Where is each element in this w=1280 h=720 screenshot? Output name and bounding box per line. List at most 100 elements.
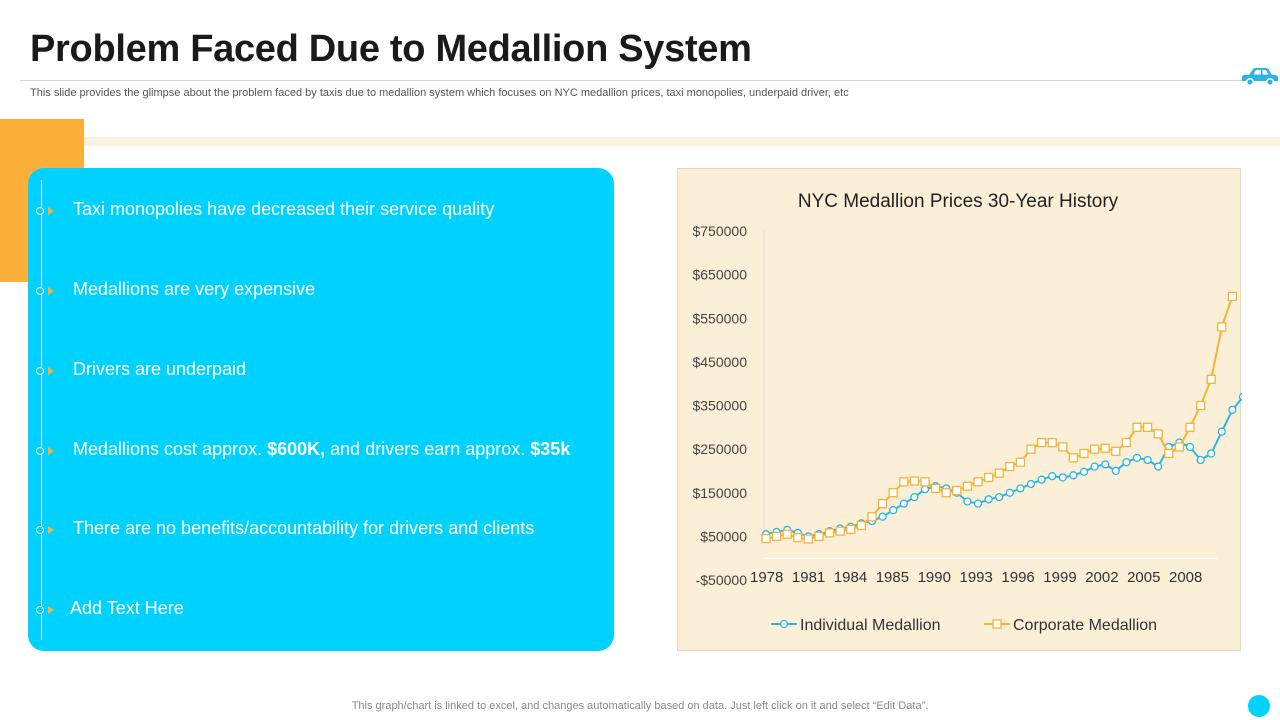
y-tick-label: $350000 bbox=[692, 398, 747, 414]
bullet-text: There are no benefits/accountability for… bbox=[73, 518, 535, 538]
data-point-individual bbox=[1122, 458, 1131, 467]
x-axis: 1978 1981 1984 1985 1990 1993 1996 1999 2002 2005… bbox=[750, 557, 1218, 586]
data-point-corporate bbox=[1217, 322, 1227, 332]
timeline-dot bbox=[36, 367, 44, 375]
timeline-dot bbox=[36, 447, 44, 455]
x-tick-label: 1999 bbox=[1043, 569, 1076, 586]
data-point-corporate bbox=[1142, 422, 1153, 432]
x-tick-label: 1978 bbox=[750, 569, 783, 586]
data-point-corporate bbox=[771, 531, 782, 542]
data-point-individual bbox=[1090, 462, 1099, 471]
bullet-text: Medallions cost approx. $600K, and drive… bbox=[73, 439, 570, 460]
car-icon bbox=[1242, 68, 1278, 86]
data-point-individual bbox=[973, 499, 983, 508]
data-point-corporate bbox=[846, 524, 856, 535]
triangle-right-icon bbox=[48, 367, 54, 375]
bullet-item: Medallions are very expensive bbox=[28, 279, 608, 309]
legend: Individual Medallion Corporate Medallion bbox=[771, 617, 1157, 634]
data-point-individual bbox=[1154, 462, 1163, 471]
bullet-text-part: and drivers earn approx. bbox=[325, 439, 531, 459]
data-point-corporate bbox=[1047, 437, 1057, 448]
series-line-corporate bbox=[765, 296, 1234, 541]
x-tick-label: 2002 bbox=[1085, 569, 1118, 586]
y-tick-label: $250000 bbox=[692, 441, 747, 457]
medallion-price-chart[interactable]: NYC Medallion Prices 30-Year History -$5… bbox=[677, 168, 1242, 651]
plot-area bbox=[761, 291, 1242, 544]
x-tick-label: 1993 bbox=[960, 569, 993, 586]
data-point-corporate bbox=[1227, 291, 1238, 302]
data-point-corporate bbox=[782, 529, 792, 539]
bullet-text: Drivers are underpaid bbox=[73, 359, 247, 379]
data-point-corporate bbox=[835, 526, 845, 536]
triangle-right-icon bbox=[48, 606, 54, 614]
y-axis: -$50000 $50000 $150000 $250000 $350000 $45000… bbox=[692, 223, 765, 588]
legend-label-corporate: Corporate Medallion bbox=[1013, 617, 1157, 634]
data-point-corporate bbox=[952, 485, 962, 496]
timeline-dot bbox=[36, 526, 44, 534]
data-point-corporate bbox=[973, 477, 983, 487]
data-point-corporate bbox=[814, 531, 824, 542]
data-point-corporate bbox=[1079, 448, 1089, 459]
data-point-corporate bbox=[899, 477, 909, 487]
highlight-medallion-cost: $600K, bbox=[267, 439, 326, 459]
data-point-corporate bbox=[1026, 444, 1036, 454]
data-point-corporate bbox=[1111, 446, 1121, 456]
data-point-corporate bbox=[1195, 400, 1206, 411]
bullet-item: Medallions cost approx. $600K, and drive… bbox=[28, 439, 608, 469]
data-point-corporate bbox=[793, 533, 803, 543]
data-point-corporate bbox=[930, 483, 941, 494]
data-point-corporate bbox=[994, 468, 1004, 478]
triangle-right-icon bbox=[48, 207, 54, 215]
data-point-corporate bbox=[1015, 457, 1026, 467]
decorative-stripe bbox=[84, 137, 1280, 146]
timeline-dot bbox=[36, 287, 44, 295]
x-tick-label: 1990 bbox=[918, 569, 951, 586]
data-point-individual bbox=[1132, 453, 1142, 463]
timeline-line bbox=[41, 180, 42, 640]
data-point-corporate bbox=[1153, 429, 1163, 439]
data-point-corporate bbox=[803, 534, 814, 544]
y-tick-label: $450000 bbox=[692, 354, 747, 370]
title-divider bbox=[20, 80, 1245, 81]
bullet-text: Taxi monopolies have decreased their ser… bbox=[73, 199, 495, 219]
data-point-corporate bbox=[920, 477, 930, 487]
data-point-individual bbox=[1048, 472, 1057, 481]
data-point-individual bbox=[1143, 455, 1152, 465]
y-tick-label: $550000 bbox=[692, 310, 747, 326]
data-point-individual bbox=[1037, 475, 1046, 484]
bullet-text: Medallions are very expensive bbox=[73, 279, 316, 299]
data-point-individual bbox=[1026, 479, 1036, 489]
data-point-corporate bbox=[888, 488, 898, 498]
data-point-corporate bbox=[1058, 442, 1068, 452]
data-point-corporate bbox=[1164, 448, 1174, 459]
timeline-dot bbox=[36, 606, 44, 614]
data-point-individual bbox=[984, 495, 993, 504]
data-point-individual bbox=[920, 485, 930, 494]
data-point-corporate bbox=[867, 512, 877, 522]
x-tick-label: 1985 bbox=[876, 569, 909, 586]
data-point-individual bbox=[1101, 460, 1110, 469]
data-point-individual bbox=[1207, 449, 1216, 458]
data-point-individual bbox=[1238, 392, 1242, 401]
bullet-item: Drivers are underpaid bbox=[28, 359, 608, 389]
data-point-corporate bbox=[856, 520, 867, 531]
y-tick-label: $150000 bbox=[692, 485, 747, 501]
footer-note: This graph/chart is linked to excel, and… bbox=[351, 700, 929, 712]
x-tick-label: 2005 bbox=[1127, 569, 1160, 586]
bullet-item: Add Text Here bbox=[28, 598, 608, 628]
triangle-right-icon bbox=[48, 447, 54, 455]
data-point-individual bbox=[995, 492, 1004, 502]
data-point-individual bbox=[878, 512, 887, 521]
x-tick-label: 2008 bbox=[1169, 569, 1202, 586]
y-tick-label: $650000 bbox=[692, 267, 747, 283]
data-point-corporate bbox=[1089, 444, 1100, 454]
data-point-corporate bbox=[877, 499, 888, 509]
data-point-corporate bbox=[1174, 442, 1185, 452]
data-point-corporate bbox=[1005, 461, 1015, 472]
chart-title: NYC Medallion Prices 30-Year History bbox=[798, 191, 1119, 212]
x-tick-label: 1996 bbox=[1001, 569, 1034, 586]
data-point-corporate bbox=[1185, 422, 1195, 432]
timeline-dot bbox=[36, 207, 44, 215]
data-point-individual bbox=[1058, 473, 1067, 482]
data-point-corporate bbox=[1132, 422, 1142, 432]
